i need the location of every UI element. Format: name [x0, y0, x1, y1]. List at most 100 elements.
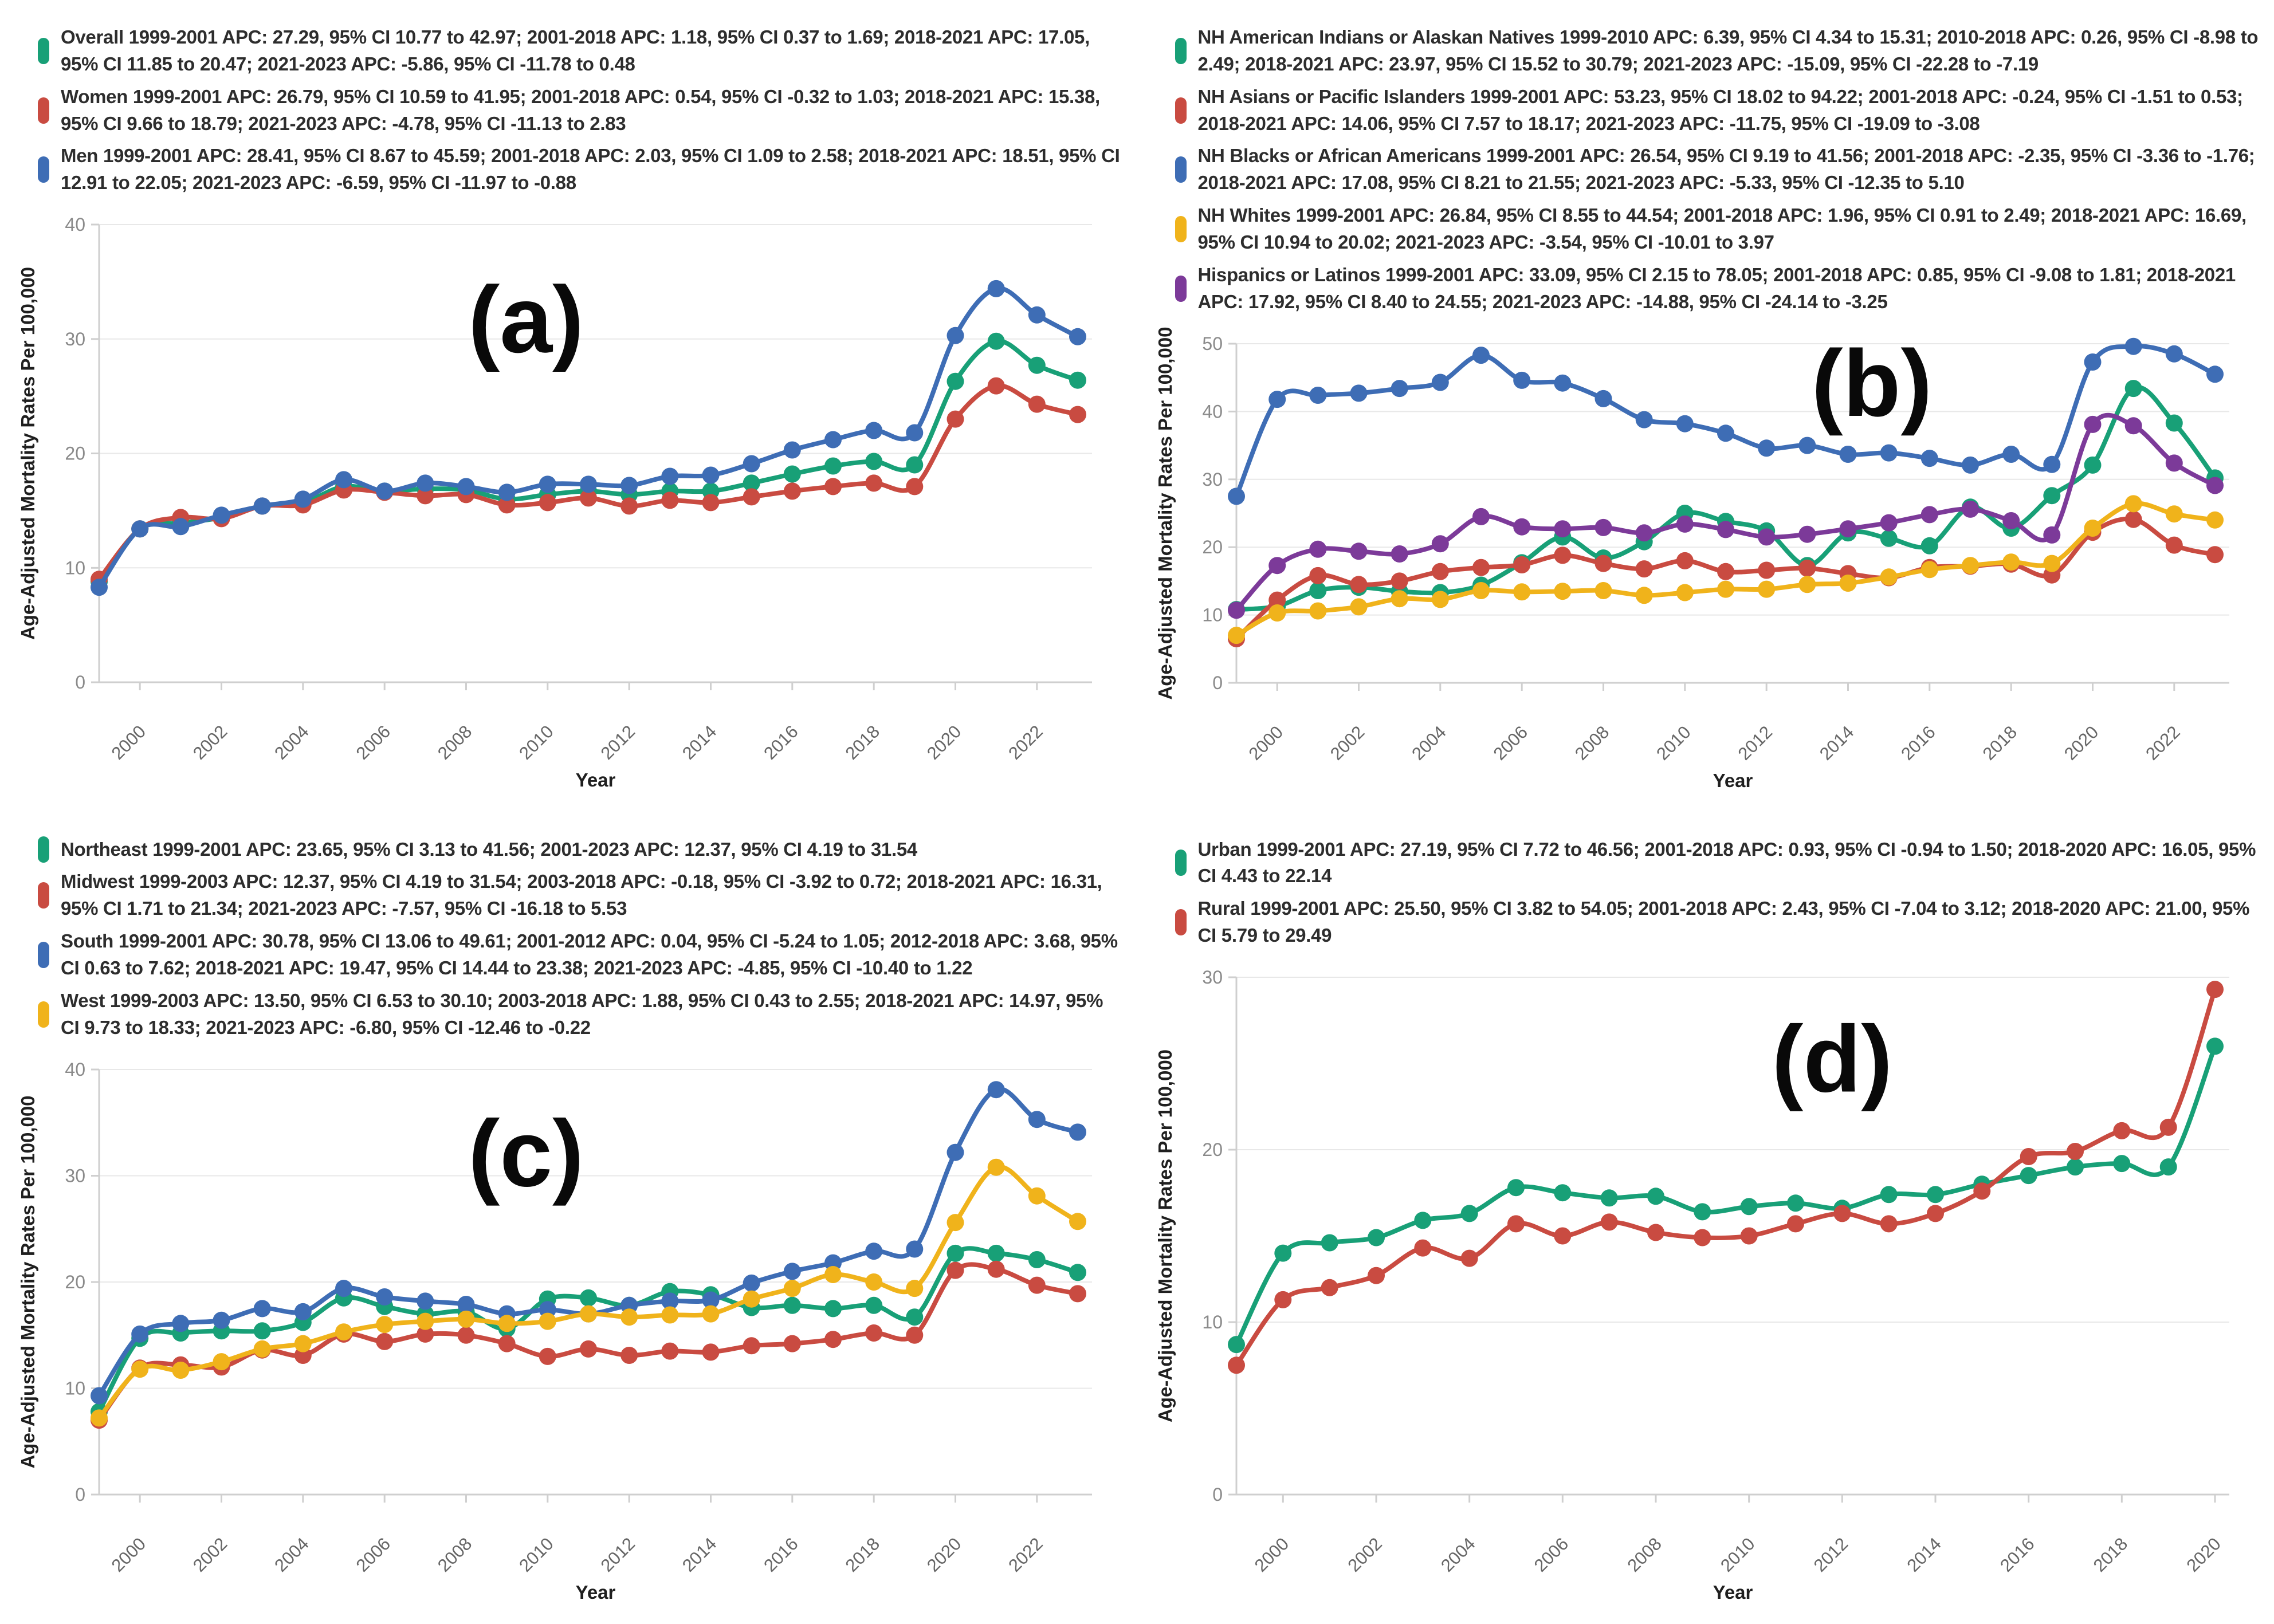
data-point: [1391, 379, 1408, 397]
series-men: [91, 280, 1086, 596]
data-point: [1391, 589, 1408, 607]
chart-svg-a: 0 10 20 30 40 2000 2002 2004 2006 2008 2010 2012 201…: [17, 214, 1092, 791]
y-tick-label: 10: [1202, 1312, 1223, 1332]
data-point: [1798, 525, 1816, 543]
data-point: [1391, 572, 1408, 589]
x-tick-label: 2018: [2089, 1533, 2131, 1576]
data-point: [1431, 373, 1449, 391]
data-point: [1274, 1291, 1291, 1308]
data-point: [743, 474, 760, 492]
data-point: [1757, 561, 1775, 579]
data-point: [865, 422, 883, 439]
data-point: [131, 1325, 149, 1343]
data-point: [2165, 414, 2183, 432]
data-point: [946, 372, 964, 390]
x-tick-label: 2006: [352, 721, 395, 764]
data-point: [1600, 1213, 1618, 1231]
data-point: [783, 482, 801, 500]
data-point: [1028, 1251, 1046, 1268]
series-line: [1234, 987, 2217, 1368]
legend-label: NH Whites 1999-2001 APC: 26.84, 95% CI 8…: [1197, 205, 2247, 253]
x-tick-label: 2004: [1437, 1533, 1479, 1576]
data-point: [1028, 356, 1046, 374]
data-point: [702, 494, 720, 512]
data-point: [743, 1274, 760, 1292]
legend-swatch-icon: [38, 97, 49, 124]
data-point: [1740, 1198, 1758, 1216]
data-point: [376, 482, 394, 500]
legend-label: Northeast 1999-2001 APC: 23.65, 95% CI 3…: [61, 838, 917, 860]
data-point: [1594, 390, 1612, 407]
data-point: [172, 1361, 190, 1379]
data-point: [1472, 581, 1490, 599]
data-point: [1553, 546, 1571, 564]
data-point: [213, 506, 230, 524]
data-point: [294, 490, 312, 508]
x-tick-label: 2002: [1326, 722, 1368, 764]
data-point: [1786, 1194, 1804, 1212]
legend-item-hispanics: Hispanics or Latinos 1999-2001 APC: 33.0…: [1175, 262, 2261, 316]
data-point: [1350, 575, 1367, 593]
legend-label: NH Asians or Pacific Islanders 1999-2001…: [1197, 85, 2244, 134]
data-point: [1839, 520, 1856, 537]
data-point: [824, 478, 842, 496]
data-point: [865, 1242, 883, 1260]
x-tick-label: 2022: [1004, 1533, 1047, 1576]
legend-item-nh-blacks: NH Blacks or African Americans 1999-2001…: [1175, 143, 2261, 196]
panel-label-a: (a): [468, 267, 584, 372]
panel-label-d: (d): [1772, 1006, 1892, 1111]
data-point: [1268, 604, 1286, 622]
data-point: [498, 496, 516, 514]
panel-c: Northeast 1999-2001 APC: 23.65, 95% CI 3…: [0, 812, 1137, 1624]
chart-b: 0 10 20 30 40 50 2000 2002 2004 2006 2008 2010 2012 2…: [1148, 324, 2261, 809]
data-point: [1028, 1276, 1046, 1294]
data-point: [1472, 559, 1490, 576]
data-point: [1507, 1179, 1525, 1197]
x-axis-title: Year: [1713, 770, 1753, 791]
series-overall: [91, 332, 1086, 591]
chart-svg-b: 0 10 20 30 40 50 2000 2002 2004 2006 2008 2010 2012 2…: [1154, 327, 2229, 791]
panel-b: NH American Indians or Alaskan Natives 1…: [1137, 0, 2274, 812]
data-point: [1594, 555, 1612, 572]
data-point: [2084, 456, 2101, 474]
legend-item-men: Men 1999-2001 APC: 28.41, 95% CI 8.67 to…: [38, 143, 1124, 196]
data-point: [172, 1314, 190, 1332]
data-point: [253, 1340, 271, 1358]
y-axis-title: Age-Adjusted Mortality Rates Per 100,000: [17, 1095, 38, 1468]
legend-swatch-icon: [1175, 909, 1187, 936]
x-tick-label: 2014: [678, 1533, 721, 1576]
data-point: [987, 332, 1005, 350]
data-point: [1069, 406, 1086, 423]
data-point: [2084, 415, 2101, 433]
data-point: [457, 1326, 475, 1344]
legend-swatch-icon: [38, 836, 49, 863]
x-tick-label: 2012: [1809, 1533, 1852, 1576]
x-tick-label: 2012: [1734, 722, 1776, 764]
data-point: [1069, 1212, 1086, 1230]
series-northeast: [91, 1244, 1086, 1420]
y-tick-label: 40: [65, 1059, 85, 1080]
y-tick-label: 0: [75, 1484, 85, 1505]
data-point: [946, 1143, 964, 1161]
y-tick-label: 10: [65, 1378, 85, 1398]
legend-swatch-icon: [38, 156, 49, 183]
data-point: [1227, 1356, 1245, 1374]
x-tick-label: 2006: [1489, 722, 1531, 764]
data-point: [417, 1325, 434, 1343]
data-point: [2002, 512, 2020, 529]
data-point: [1472, 346, 1490, 364]
series-line: [1234, 343, 2217, 498]
data-point: [2124, 337, 2142, 355]
data-point: [1740, 1227, 1758, 1245]
x-tick-label: 2000: [108, 1533, 150, 1576]
series-rural: [1227, 981, 2224, 1374]
data-point: [213, 1352, 230, 1370]
y-axis-title: Age-Adjusted Mortality Rates Per 100,000: [1154, 327, 1176, 699]
data-point: [253, 1322, 271, 1339]
y-tick-label: 20: [1202, 1139, 1223, 1160]
x-tick-label: 2000: [108, 721, 150, 764]
data-point: [1693, 1203, 1711, 1221]
data-point: [1309, 581, 1326, 599]
data-point: [2084, 353, 2101, 371]
y-tick-label: 0: [75, 672, 85, 693]
